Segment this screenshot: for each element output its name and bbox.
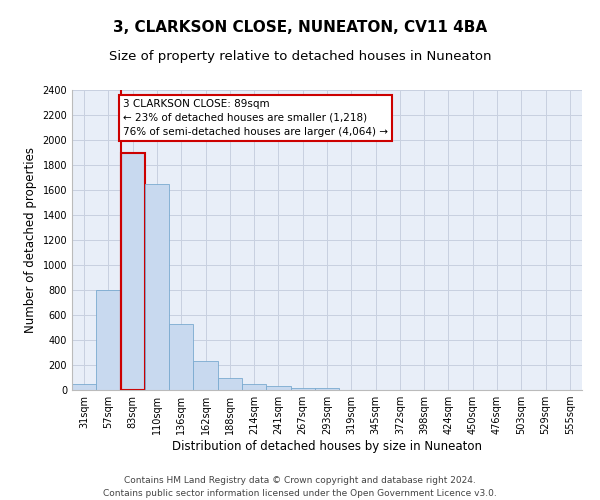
Text: Size of property relative to detached houses in Nuneaton: Size of property relative to detached ho… (109, 50, 491, 63)
Text: Contains HM Land Registry data © Crown copyright and database right 2024.
Contai: Contains HM Land Registry data © Crown c… (103, 476, 497, 498)
Bar (242, 384, 266, 390)
Bar (72, 384, 96, 390)
Bar (145, 184, 169, 390)
Bar (193, 361, 218, 390)
Bar (121, 152, 145, 390)
Text: 3, CLARKSON CLOSE, NUNEATON, CV11 4BA: 3, CLARKSON CLOSE, NUNEATON, CV11 4BA (113, 20, 487, 35)
Bar (290, 388, 315, 390)
Bar (96, 290, 121, 390)
Bar (218, 378, 242, 390)
Bar (169, 324, 193, 390)
Bar (315, 388, 339, 390)
Bar (266, 386, 290, 390)
Text: 3 CLARKSON CLOSE: 89sqm
← 23% of detached houses are smaller (1,218)
76% of semi: 3 CLARKSON CLOSE: 89sqm ← 23% of detache… (123, 99, 388, 137)
X-axis label: Distribution of detached houses by size in Nuneaton: Distribution of detached houses by size … (172, 440, 482, 453)
Y-axis label: Number of detached properties: Number of detached properties (24, 147, 37, 333)
